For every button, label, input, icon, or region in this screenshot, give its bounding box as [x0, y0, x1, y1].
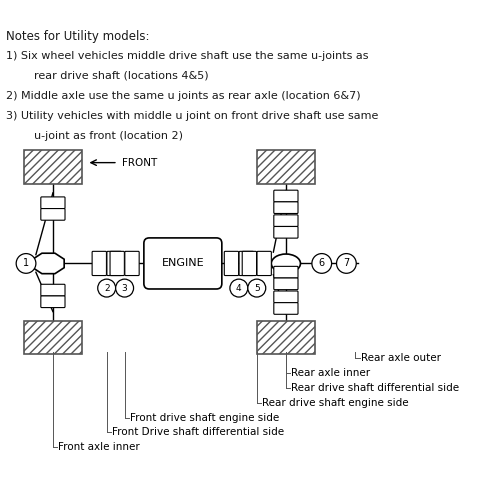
FancyBboxPatch shape: [125, 252, 139, 276]
Bar: [257, 150, 315, 184]
FancyBboxPatch shape: [257, 252, 271, 276]
FancyBboxPatch shape: [107, 252, 121, 276]
Ellipse shape: [271, 254, 300, 273]
Text: Notes for Utility models:: Notes for Utility models:: [6, 30, 149, 44]
Text: 1) Six wheel vehicles middle drive shaft use the same u-joints as: 1) Six wheel vehicles middle drive shaft…: [6, 50, 368, 60]
FancyBboxPatch shape: [274, 291, 298, 302]
Text: 3: 3: [122, 284, 127, 292]
Bar: [24, 150, 82, 184]
FancyBboxPatch shape: [110, 252, 124, 276]
FancyBboxPatch shape: [274, 202, 298, 213]
FancyBboxPatch shape: [41, 284, 65, 296]
FancyBboxPatch shape: [41, 296, 65, 308]
FancyBboxPatch shape: [274, 190, 298, 202]
FancyBboxPatch shape: [274, 226, 298, 238]
FancyBboxPatch shape: [274, 278, 298, 289]
FancyBboxPatch shape: [274, 215, 298, 226]
Bar: [24, 320, 82, 354]
Circle shape: [248, 279, 266, 297]
Circle shape: [16, 254, 36, 274]
Text: 2) Middle axle use the same u joints as rear axle (location 6&7): 2) Middle axle use the same u joints as …: [6, 91, 361, 101]
Circle shape: [336, 254, 356, 274]
Text: Rear drive shaft differential side: Rear drive shaft differential side: [291, 383, 459, 393]
Text: 6: 6: [319, 258, 325, 268]
Text: 2: 2: [104, 284, 109, 292]
Text: Front drive shaft engine side: Front drive shaft engine side: [130, 412, 279, 422]
FancyBboxPatch shape: [239, 252, 253, 276]
Text: Front Drive shaft differential side: Front Drive shaft differential side: [112, 428, 284, 438]
Bar: [257, 320, 315, 354]
Text: 5: 5: [254, 284, 260, 292]
Text: FRONT: FRONT: [122, 158, 157, 168]
Text: Rear drive shaft engine side: Rear drive shaft engine side: [262, 398, 409, 408]
FancyBboxPatch shape: [274, 266, 298, 278]
Circle shape: [230, 279, 248, 297]
Circle shape: [116, 279, 134, 297]
Text: Rear axle outer: Rear axle outer: [361, 354, 441, 364]
Circle shape: [98, 279, 116, 297]
FancyBboxPatch shape: [41, 197, 65, 208]
Text: u-joint as front (location 2): u-joint as front (location 2): [6, 132, 183, 141]
FancyBboxPatch shape: [41, 208, 65, 220]
Text: Rear axle inner: Rear axle inner: [291, 368, 370, 378]
Text: 3) Utility vehicles with middle u joint on front drive shaft use same: 3) Utility vehicles with middle u joint …: [6, 111, 378, 121]
Text: 1: 1: [23, 258, 29, 268]
Text: ENGINE: ENGINE: [161, 258, 204, 268]
Circle shape: [312, 254, 331, 274]
Text: 4: 4: [236, 284, 242, 292]
FancyBboxPatch shape: [225, 252, 239, 276]
Text: 7: 7: [343, 258, 349, 268]
FancyBboxPatch shape: [242, 252, 257, 276]
FancyBboxPatch shape: [92, 252, 106, 276]
Text: Front axle inner: Front axle inner: [58, 442, 140, 452]
FancyBboxPatch shape: [274, 302, 298, 314]
FancyBboxPatch shape: [144, 238, 222, 289]
Text: rear drive shaft (locations 4&5): rear drive shaft (locations 4&5): [6, 71, 208, 81]
Polygon shape: [33, 253, 64, 274]
